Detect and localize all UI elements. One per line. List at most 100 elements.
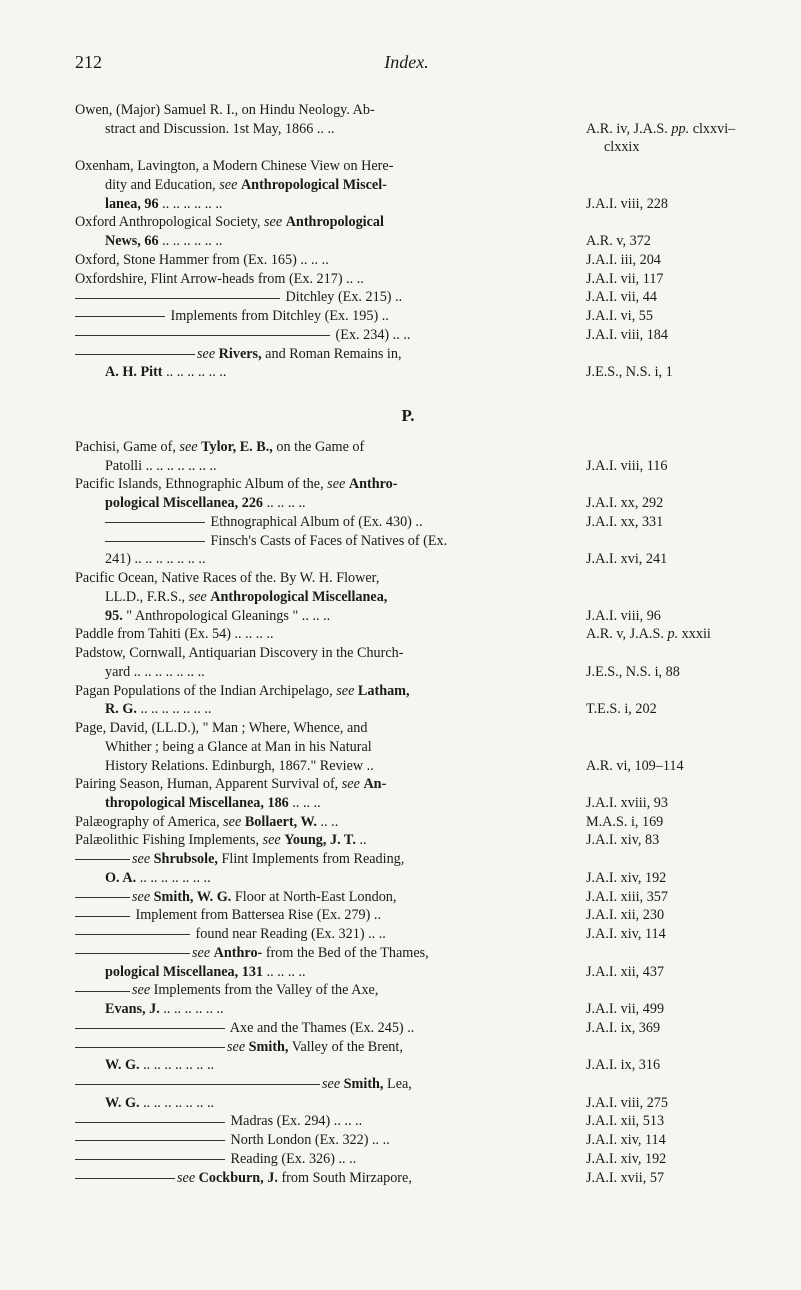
entry-left: Oxfordshire, Flint Arrow-heads from (Ex.… (75, 270, 586, 289)
entry-left: North London (Ex. 322) .. .. (75, 1131, 586, 1150)
entry-text: .. .. .. .. .. .. .. (140, 1095, 214, 1111)
entry-reference: J.A.I. xii, 437 (586, 963, 741, 982)
entry-reference (586, 438, 741, 457)
entry-left: Palæolithic Fishing Implements, see Youn… (75, 831, 586, 850)
entry-reference: J.A.I. viii, 228 (586, 195, 741, 214)
entry-reference: J.A.I. viii, 96 (586, 607, 741, 626)
entry-text: History Relations. Edinburgh, 1867." Rev… (105, 758, 374, 774)
entry-left: see Cockburn, J. from South Mirzapore, (75, 1169, 586, 1188)
entry-italic: see (219, 177, 241, 193)
entry-text: Finsch's Casts of Faces of Natives of (E… (207, 533, 447, 549)
index-block-1: Owen, (Major) Samuel R. I., on Hindu Neo… (75, 101, 741, 382)
entry-bold: O. A. (105, 870, 136, 886)
entry-left: 95. " Anthropological Gleanings " .. .. … (75, 607, 586, 626)
index-entry: History Relations. Edinburgh, 1867." Rev… (75, 757, 741, 776)
entry-reference: J.A.I. xii, 513 (586, 1112, 741, 1131)
index-entry: Patolli .. .. .. .. .. .. ..J.A.I. viii,… (75, 457, 741, 476)
continuation-rule (75, 859, 130, 860)
index-entry: Reading (Ex. 326) .. ..J.A.I. xiv, 192 (75, 1150, 741, 1169)
entry-reference: A.R. v, 372 (586, 232, 741, 251)
entry-text: Oxford, Stone Hammer from (Ex. 165) .. .… (75, 252, 329, 268)
entry-bold: Cockburn, J. (199, 1170, 278, 1186)
entry-bold: Smith, (344, 1076, 384, 1092)
index-entry: North London (Ex. 322) .. ..J.A.I. xiv, … (75, 1131, 741, 1150)
entry-bold: thropological Miscellanea, 186 (105, 795, 289, 811)
entry-reference: J.A.I. xvi, 241 (586, 550, 741, 569)
entry-text: Ditchley (Ex. 215) .. (282, 289, 402, 305)
index-entry: Palæolithic Fishing Implements, see Youn… (75, 831, 741, 850)
entry-bold: Evans, J. (105, 1001, 160, 1017)
index-entry: Madras (Ex. 294) .. .. ..J.A.I. xii, 513 (75, 1112, 741, 1131)
entry-reference (586, 644, 741, 663)
index-entry: pological Miscellanea, 226 .. .. .. ..J.… (75, 494, 741, 513)
entry-bold: Anthropological Miscel- (241, 177, 387, 193)
entry-bold: pological Miscellanea, 131 (105, 964, 263, 980)
entry-reference: T.E.S. i, 202 (586, 700, 741, 719)
entry-reference (586, 981, 741, 1000)
entry-left: yard .. .. .. .. .. .. .. (75, 663, 586, 682)
entry-left: Padstow, Cornwall, Antiquarian Discovery… (75, 644, 586, 663)
entry-reference (586, 775, 741, 794)
entry-italic: see (132, 982, 150, 998)
entry-reference: J.A.I. viii, 184 (586, 326, 741, 345)
index-entry: W. G. .. .. .. .. .. .. ..J.A.I. ix, 316 (75, 1056, 741, 1075)
index-entry: Oxford Anthropological Society, see Anth… (75, 213, 741, 232)
index-entry: Page, David, (LL.D.), " Man ; Where, Whe… (75, 719, 741, 738)
entry-left: see Smith, W. G. Floor at North-East Lon… (75, 888, 586, 907)
entry-bold: lanea, 96 (105, 196, 159, 212)
index-entry: Oxfordshire, Flint Arrow-heads from (Ex.… (75, 270, 741, 289)
entry-italic: see (132, 889, 154, 905)
continuation-rule (75, 1084, 320, 1085)
index-entry: Oxenham, Lavington, a Modern Chinese Vie… (75, 157, 741, 176)
entry-reference: M.A.S. i, 169 (586, 813, 741, 832)
entry-bold: Anthropological (286, 214, 384, 230)
index-entry: pological Miscellanea, 131 .. .. .. .. J.… (75, 963, 741, 982)
entry-italic: see (264, 214, 286, 230)
entry-left: stract and Discussion. 1st May, 1866 .. … (75, 120, 586, 139)
entry-reference (586, 101, 741, 120)
entry-text: Pacific Ocean, Native Races of the. By W… (75, 570, 379, 586)
entry-reference: J.A.I. xiv, 83 (586, 831, 741, 850)
entry-text: Floor at North-East London, (231, 889, 396, 905)
entry-text: (Ex. 234) .. .. (332, 327, 410, 343)
index-entry: clxxix (75, 138, 741, 157)
entry-reference (586, 1038, 741, 1057)
entry-reference (586, 719, 741, 738)
entry-reference: J.A.I. vi, 55 (586, 307, 741, 326)
entry-left: News, 66 .. .. .. .. .. .. (75, 232, 586, 251)
entry-bold: W. G. (105, 1095, 140, 1111)
entry-reference: J.A.I. xiv, 114 (586, 925, 741, 944)
index-entry: Ethnographical Album of (Ex. 430) ..J.A.… (75, 513, 741, 532)
entry-text: .. .. .. .. (263, 964, 306, 980)
entry-left: see Implements from the Valley of the Ax… (75, 981, 586, 1000)
entry-text: Oxenham, Lavington, a Modern Chinese Vie… (75, 158, 393, 174)
entry-text: .. .. .. .. .. .. .. (140, 1057, 214, 1073)
entry-text: found near Reading (Ex. 321) .. .. (192, 926, 386, 942)
index-entry: thropological Miscellanea, 186 .. .. ..J… (75, 794, 741, 813)
entry-left: Oxford, Stone Hammer from (Ex. 165) .. .… (75, 251, 586, 270)
index-entry: 95. " Anthropological Gleanings " .. .. … (75, 607, 741, 626)
entry-text: " Anthropological Gleanings " .. .. .. (123, 608, 330, 624)
entry-reference (586, 532, 741, 551)
entry-left: W. G. .. .. .. .. .. .. .. (75, 1094, 586, 1113)
index-entry: found near Reading (Ex. 321) .. .. J.A.I.… (75, 925, 741, 944)
entry-text: .. .. .. (289, 795, 321, 811)
entry-text: Pachisi, Game of, (75, 439, 179, 455)
entry-italic: see (223, 814, 245, 830)
entry-text: Palæolithic Fishing Implements, (75, 832, 263, 848)
header-spacer (711, 52, 741, 73)
entry-reference: J.E.S., N.S. i, 1 (586, 363, 741, 382)
entry-left: Ethnographical Album of (Ex. 430) .. (75, 513, 586, 532)
entry-italic: see (132, 851, 154, 867)
entry-left: Palæography of America, see Bollaert, W.… (75, 813, 586, 832)
index-entry: R. G. .. .. .. .. .. .. ..T.E.S. i, 202 (75, 700, 741, 719)
entry-text: Patolli .. .. .. .. .. .. .. (105, 458, 217, 474)
entry-left: dity and Education, see Anthropological … (75, 176, 586, 195)
entry-bold: Anthro- (349, 476, 398, 492)
entry-reference: A.R. v, J.A.S. p. xxxii (586, 625, 741, 644)
entry-text: yard .. .. .. .. .. .. .. (105, 664, 205, 680)
entry-text: Ethnographical Album of (Ex. 430) .. (207, 514, 423, 530)
entry-text: Owen, (Major) Samuel R. I., on Hindu Neo… (75, 102, 375, 118)
entry-bold: Smith, W. G. (154, 889, 232, 905)
entry-reference: J.E.S., N.S. i, 88 (586, 663, 741, 682)
